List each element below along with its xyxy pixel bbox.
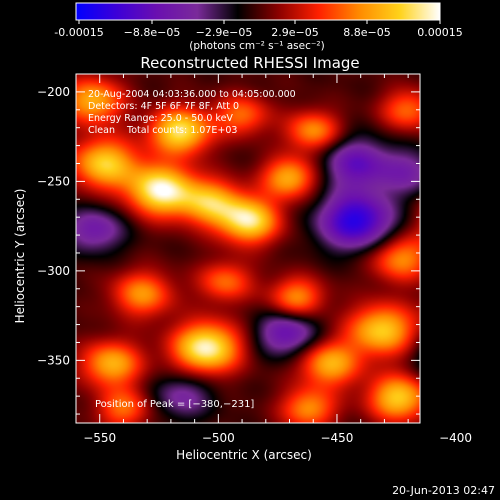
colorbar-tick-label: 8.8e−05 xyxy=(343,26,390,39)
x-tick-label: −550 xyxy=(83,431,116,445)
colorbar-tick-label: 0.00015 xyxy=(417,26,463,39)
y-axis-label: Heliocentric Y (arcsec) xyxy=(13,189,27,324)
annotation-clean-counts: Clean Total counts: 1.07E+03 xyxy=(88,125,237,136)
y-tick-label: −350 xyxy=(37,353,70,367)
plot-frame xyxy=(75,73,421,424)
colorbar-ticks xyxy=(78,20,441,24)
colorbar: -0.00015 −8.8e−05 −2.9e−05 2.9e−05 8.8e−… xyxy=(54,2,463,52)
heatmap-image xyxy=(76,74,420,423)
x-tick-labels: −550 −500 −450 −400 xyxy=(83,431,472,445)
annotation-energy-range: Energy Range: 25.0 - 50.0 keV xyxy=(88,113,233,124)
annotation-time-range: 20-Aug-2004 04:03:36.000 to 04:05:00.000 xyxy=(88,89,296,100)
x-tick-label: −400 xyxy=(439,431,472,445)
colorbar-unit-label: (photons cm⁻² s⁻¹ asec⁻²) xyxy=(189,40,324,52)
x-tick-label: −450 xyxy=(320,431,353,445)
annotation-detectors: Detectors: 4F 5F 6F 7F 8F, Att 0 xyxy=(88,101,239,112)
peak-position-label: Position of Peak = [−380,−231] xyxy=(95,399,254,410)
colorbar-tick-label: -0.00015 xyxy=(54,26,103,39)
x-axis-label: Heliocentric X (arcsec) xyxy=(176,448,312,462)
colorbar-tick-label: −8.8e−05 xyxy=(124,26,181,39)
footer-timestamp: 20-Jun-2013 02:47 xyxy=(392,484,495,497)
chart-title: Reconstructed RHESSI Image xyxy=(140,54,359,72)
y-tick-labels: −200 −250 −300 −350 xyxy=(37,85,70,367)
y-tick-label: −250 xyxy=(37,174,70,188)
colorbar-gradient xyxy=(75,2,441,21)
y-tick-label: −300 xyxy=(37,264,70,278)
annotation-block: 20-Aug-2004 04:03:36.000 to 04:05:00.000… xyxy=(88,89,296,410)
x-tick-label: −500 xyxy=(202,431,235,445)
plot-area: −550 −500 −450 −400 −200 −250 −300 −350 xyxy=(37,73,472,445)
colorbar-tick-label: 2.9e−05 xyxy=(271,26,318,39)
colorbar-tick-label: −2.9e−05 xyxy=(196,26,253,39)
axis-ticks xyxy=(75,73,420,423)
y-tick-label: −200 xyxy=(37,85,70,99)
